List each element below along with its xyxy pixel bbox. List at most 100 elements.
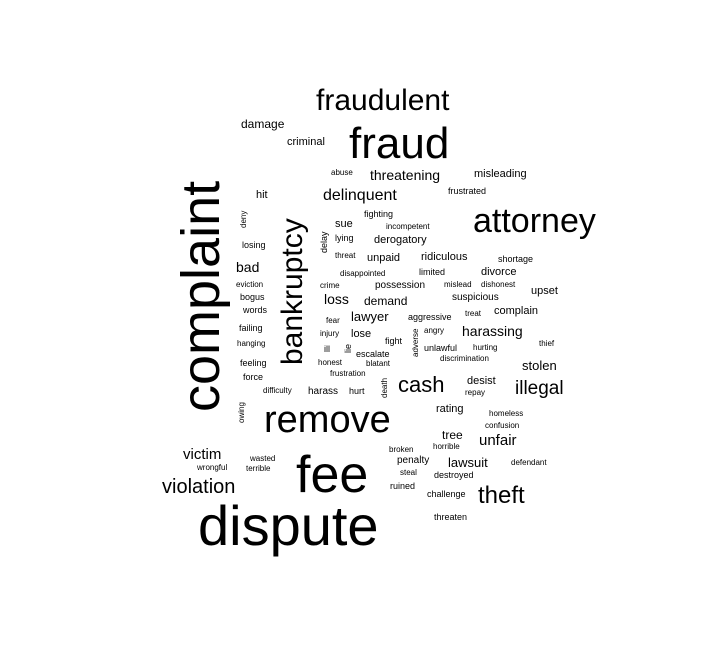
word-death: death xyxy=(380,377,389,398)
word-hurt: hurt xyxy=(349,386,365,396)
word-confusion: confusion xyxy=(485,421,520,430)
word-bad: bad xyxy=(236,259,260,275)
word-mislead: mislead xyxy=(444,280,472,289)
word-adverse: adverse xyxy=(411,328,420,357)
word-ruined: ruined xyxy=(390,481,416,491)
word-losing: losing xyxy=(242,240,266,250)
word-challenge: challenge xyxy=(427,489,466,499)
word-delinquent: delinquent xyxy=(323,187,397,204)
word-tree: tree xyxy=(442,428,463,442)
word-divorce: divorce xyxy=(481,266,517,278)
word-repay: repay xyxy=(465,388,486,397)
word-terrible: terrible xyxy=(246,464,271,473)
word-derogatory: derogatory xyxy=(374,234,427,246)
word-crime: crime xyxy=(320,281,340,290)
word-failing: failing xyxy=(239,323,263,333)
word-unlawful: unlawful xyxy=(424,343,458,353)
word-threat: threat xyxy=(335,251,356,260)
word-defendant: defendant xyxy=(511,458,547,467)
word-words: words xyxy=(243,305,268,315)
word-lying: lying xyxy=(335,233,354,243)
word-unfair: unfair xyxy=(479,432,517,449)
word-victim: victim xyxy=(183,446,222,463)
word-upset: upset xyxy=(531,285,558,297)
word-steal: steal xyxy=(400,468,417,477)
word-treat: treat xyxy=(465,309,482,318)
word-fraudulent: fraudulent xyxy=(316,84,450,117)
word-damage: damage xyxy=(241,117,285,131)
word-discrimination: discrimination xyxy=(440,354,489,363)
word-lawyer: lawyer xyxy=(351,309,389,324)
word-fight: fight xyxy=(385,336,403,346)
word-angry: angry xyxy=(424,326,445,335)
word-honest: honest xyxy=(318,358,343,367)
word-complain: complain xyxy=(494,305,539,317)
word-fighting: fighting xyxy=(364,209,394,219)
word-hit: hit xyxy=(256,189,268,201)
word-feeling: feeling xyxy=(240,358,267,368)
word-suspicious: suspicious xyxy=(452,292,499,303)
word-remove: remove xyxy=(264,399,391,441)
word-harass: harass xyxy=(308,386,339,397)
word-criminal: criminal xyxy=(287,136,325,148)
word-harassing: harassing xyxy=(462,323,523,339)
word-fee: fee xyxy=(296,446,369,504)
word-complaint: complaint xyxy=(171,180,231,412)
word-wasted: wasted xyxy=(250,454,276,463)
word-fear: fear xyxy=(326,316,340,325)
word-homeless: homeless xyxy=(489,409,524,418)
word-ridiculous: ridiculous xyxy=(421,251,468,263)
word-loss: loss xyxy=(324,291,349,307)
word-attorney: attorney xyxy=(473,202,596,240)
word-shortage: shortage xyxy=(498,254,534,264)
word-threatening: threatening xyxy=(370,167,441,183)
word-escalate: escalate xyxy=(356,349,390,359)
word-possession: possession xyxy=(375,280,426,291)
word-difficulty: difficulty xyxy=(263,386,292,395)
word-bogus: bogus xyxy=(240,292,265,302)
word-dishonest: dishonest xyxy=(481,280,516,289)
word-owing: owing xyxy=(237,402,246,423)
word-incompetent: incompetent xyxy=(386,222,430,231)
word-frustration: frustration xyxy=(330,369,366,378)
word-blatant: blatant xyxy=(366,359,391,368)
word-ill: ill xyxy=(324,344,330,354)
word-illegal: illegal xyxy=(515,378,564,399)
word-disappointed: disappointed xyxy=(340,269,386,278)
word-delay: delay xyxy=(319,231,329,253)
word-dispute: dispute xyxy=(198,494,379,557)
word-lose: lose xyxy=(351,328,372,340)
word-force: force xyxy=(243,372,264,382)
word-demand: demand xyxy=(364,294,408,308)
word-limited: limited xyxy=(419,267,446,277)
word-injury: injury xyxy=(320,329,340,338)
word-fraud: fraud xyxy=(349,119,450,168)
word-violation: violation xyxy=(162,476,236,498)
word-lie: lie xyxy=(343,343,353,353)
word-wrongful: wrongful xyxy=(197,463,228,472)
word-eviction: eviction xyxy=(236,280,264,289)
word-hanging: hanging xyxy=(237,339,266,348)
word-cash: cash xyxy=(398,372,445,397)
word-unpaid: unpaid xyxy=(367,252,401,264)
word-thief: thief xyxy=(539,339,555,348)
word-lawsuit: lawsuit xyxy=(448,455,488,470)
word-misleading: misleading xyxy=(474,168,527,180)
word-hurting: hurting xyxy=(473,343,498,352)
word-destroyed: destroyed xyxy=(434,470,474,480)
word-horrible: horrible xyxy=(433,442,460,451)
word-abuse: abuse xyxy=(331,168,353,177)
word-sue: sue xyxy=(335,218,353,230)
word-stolen: stolen xyxy=(522,358,557,373)
word-theft: theft xyxy=(478,482,525,509)
word-bankruptcy: bankruptcy xyxy=(276,218,309,365)
word-penalty: penalty xyxy=(397,455,430,466)
word-aggressive: aggressive xyxy=(408,312,452,322)
word-deny: deny xyxy=(239,210,248,228)
word-frustrated: frustrated xyxy=(448,186,487,196)
word-threaten: threaten xyxy=(434,512,468,522)
word-rating: rating xyxy=(436,403,464,415)
word-broken: broken xyxy=(389,445,414,454)
word-desist: desist xyxy=(467,375,496,387)
